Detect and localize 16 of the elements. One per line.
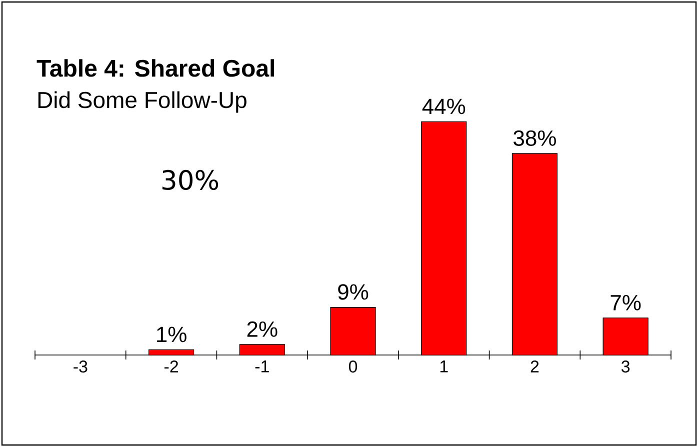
chart-title: Table 4: Shared Goal xyxy=(36,59,274,77)
data-label: 1% xyxy=(157,326,186,342)
x-tick-label: 3 xyxy=(621,360,630,373)
x-tick-label: -2 xyxy=(164,360,178,372)
data-label: 2% xyxy=(247,321,278,337)
x-tick-label: 0 xyxy=(348,360,358,373)
x-tick-label: 1 xyxy=(440,360,448,372)
data-label: 9% xyxy=(338,284,368,300)
x-tick-label: -1 xyxy=(255,360,269,372)
x-tick-label: -3 xyxy=(74,360,88,373)
annotation: 30% xyxy=(162,170,218,190)
data-label: 7% xyxy=(610,294,641,310)
data-label: 38% xyxy=(514,130,556,146)
x-tick-label: 2 xyxy=(530,360,539,372)
data-label: 44% xyxy=(422,98,466,114)
chart-subtitle: Did Some Follow-Up xyxy=(38,91,246,113)
